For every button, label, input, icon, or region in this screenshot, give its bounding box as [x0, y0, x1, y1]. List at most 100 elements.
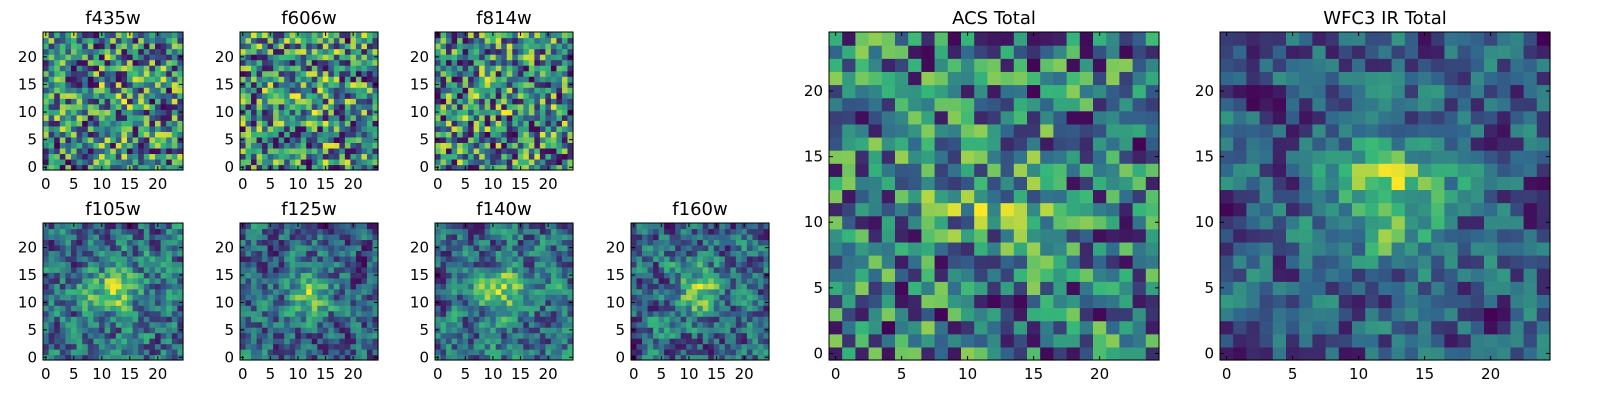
- heatmap-cell: [132, 343, 139, 350]
- heatmap-cell: [166, 109, 173, 116]
- heatmap-cell: [155, 299, 162, 306]
- heatmap-cell: [149, 316, 156, 323]
- heatmap-cell: [372, 103, 379, 110]
- heatmap-cell: [855, 255, 870, 269]
- heatmap-cell: [328, 43, 335, 50]
- heatmap-cell: [289, 76, 296, 83]
- heatmap-cell: [322, 65, 329, 72]
- heatmap-cell: [278, 239, 285, 246]
- heatmap-cell: [435, 316, 442, 323]
- heatmap-cell: [517, 288, 524, 295]
- heatmap-cell: [1119, 202, 1134, 217]
- heatmap-cell: [719, 343, 726, 350]
- heatmap-cell: [289, 349, 296, 356]
- heatmap-cell: [451, 125, 458, 132]
- heatmap-cell: [127, 277, 134, 284]
- heatmap-cell: [295, 147, 302, 155]
- heatmap-cell: [262, 321, 269, 328]
- heatmap-cell: [1119, 294, 1134, 309]
- heatmap-cell: [115, 131, 122, 138]
- heatmap-cell: [110, 65, 117, 72]
- heatmap-cell: [1079, 241, 1094, 256]
- heatmap-cell: [567, 147, 574, 155]
- heatmap-cell: [501, 299, 508, 306]
- heatmap-cell: [87, 37, 94, 44]
- heatmap-cell: [473, 316, 480, 323]
- heatmap-cell: [921, 176, 936, 191]
- heatmap-cell: [708, 288, 715, 295]
- heatmap-cell: [435, 120, 442, 127]
- heatmap-cell: [1027, 241, 1041, 256]
- heatmap-cell: [921, 333, 936, 348]
- heatmap-cell: [550, 142, 558, 149]
- heatmap-cell: [132, 87, 139, 94]
- heatmap-cell: [99, 316, 106, 323]
- heatmap-cell: [517, 255, 524, 262]
- heatmap-cell: [110, 81, 117, 88]
- heatmap-cell: [675, 266, 682, 273]
- heatmap-cell: [435, 37, 442, 44]
- heatmap-cell: [306, 250, 313, 257]
- heatmap-cell: [132, 316, 139, 323]
- heatmap-cell: [295, 87, 302, 94]
- heatmap-cell: [647, 283, 654, 290]
- heatmap-cell: [523, 233, 530, 241]
- heatmap-cell: [501, 158, 508, 166]
- heatmap-cell: [54, 136, 61, 143]
- heatmap-cell: [855, 281, 870, 295]
- heatmap-cell: [76, 272, 83, 279]
- heatmap-cell: [48, 153, 55, 160]
- heatmap-cell: [43, 76, 50, 83]
- heatmap-cell: [556, 266, 563, 273]
- heatmap-cell: [484, 332, 491, 339]
- heatmap-cell: [143, 142, 150, 149]
- heatmap-cell: [473, 103, 480, 110]
- heatmap-cell: [93, 277, 100, 284]
- heatmap-cell: [262, 136, 269, 143]
- heatmap-cell: [697, 354, 704, 361]
- heatmap-cell: [752, 255, 759, 262]
- heatmap-cell: [284, 305, 291, 312]
- heatmap-cell: [473, 255, 480, 262]
- heatmap-cell: [451, 142, 458, 149]
- heatmap-cell: [273, 316, 280, 323]
- heatmap-cell: [251, 310, 258, 317]
- heatmap-cell: [328, 98, 335, 105]
- heatmap-cell: [311, 32, 318, 39]
- heatmap-cell: [642, 349, 649, 356]
- heatmap-cell: [523, 153, 530, 160]
- heatmap-cell: [54, 228, 61, 235]
- heatmap-cell: [149, 54, 156, 61]
- heatmap-cell: [435, 43, 442, 50]
- heatmap-cell: [339, 114, 346, 121]
- heatmap-cell: [155, 147, 162, 155]
- heatmap-cell: [534, 250, 541, 257]
- heatmap-cell: [642, 354, 649, 361]
- heatmap-cell: [680, 261, 687, 268]
- heatmap-cell: [361, 114, 368, 121]
- heatmap-cell: [490, 54, 497, 61]
- heatmap-cell: [473, 244, 480, 251]
- heatmap-cell: [868, 189, 883, 204]
- heatmap-cell: [104, 120, 111, 127]
- heatmap-cell: [256, 343, 263, 350]
- heatmap-cell: [479, 114, 486, 121]
- heatmap-cell: [881, 228, 896, 243]
- heatmap-cell: [54, 158, 61, 166]
- y-tick-label: 5: [615, 321, 625, 339]
- heatmap-cell: [719, 233, 726, 241]
- heatmap-cell: [446, 316, 453, 323]
- heatmap-cell: [284, 48, 291, 55]
- heatmap-cell: [76, 255, 83, 262]
- heatmap-cell: [273, 354, 280, 361]
- heatmap-cell: [132, 261, 139, 268]
- heatmap-cell: [311, 349, 318, 356]
- heatmap-cell: [550, 54, 558, 61]
- heatmap-cell: [350, 305, 357, 312]
- heatmap-cell: [490, 136, 497, 143]
- heatmap-cell: [708, 277, 715, 284]
- heatmap-cell: [746, 305, 754, 312]
- heatmap-cell: [240, 266, 247, 273]
- heatmap-cell: [908, 150, 922, 164]
- heatmap-cell: [567, 283, 574, 290]
